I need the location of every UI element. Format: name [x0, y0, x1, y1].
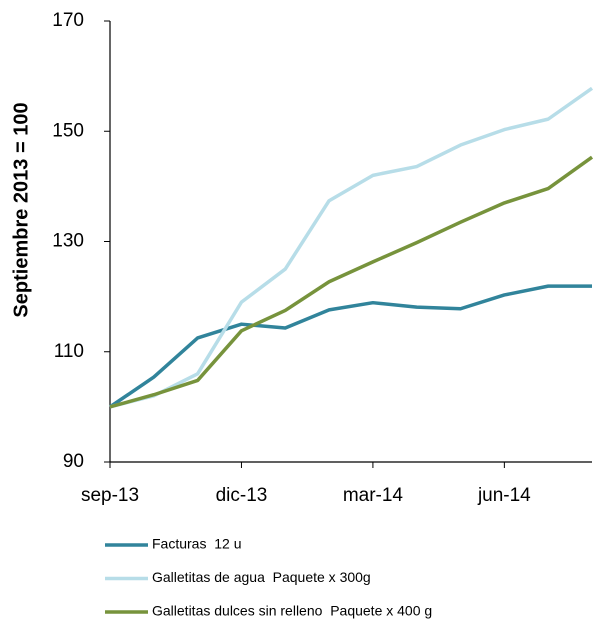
- y-tick-label: 130: [52, 231, 84, 252]
- series-line: [109, 155, 593, 409]
- legend-label: Galletitas de agua Paquete x 300g: [152, 569, 371, 585]
- series-line: [109, 284, 592, 409]
- x-tick-label: sep-13: [81, 485, 139, 506]
- legend-label: Facturas 12 u: [152, 536, 242, 552]
- x-tick-label: jun-14: [477, 485, 531, 506]
- x-tick-label: dic-13: [216, 485, 268, 506]
- x-tick-label: mar-14: [343, 485, 404, 506]
- y-axis-label: Septiembre 2013 = 100: [10, 102, 32, 317]
- y-tick-label: 90: [63, 451, 84, 472]
- legend-label: Galletitas dulces sin relleno Paquete x …: [152, 603, 432, 619]
- y-tick-label: 110: [54, 341, 84, 362]
- series-line: [109, 86, 593, 409]
- y-tick-label: 170: [52, 10, 84, 31]
- y-tick-label: 150: [52, 120, 84, 141]
